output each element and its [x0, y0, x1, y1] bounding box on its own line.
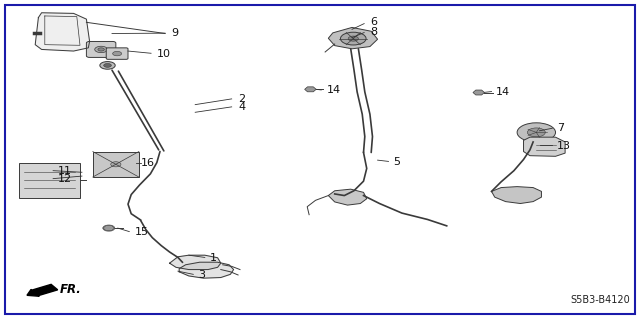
Text: 7: 7 — [557, 123, 564, 133]
Circle shape — [113, 51, 122, 56]
Circle shape — [527, 128, 545, 137]
Text: 6: 6 — [370, 17, 377, 27]
Polygon shape — [35, 13, 90, 51]
FancyArrow shape — [27, 284, 58, 296]
Bar — [19, 163, 80, 198]
Circle shape — [95, 46, 108, 53]
Text: S5B3-B4120: S5B3-B4120 — [571, 295, 630, 305]
Polygon shape — [524, 137, 565, 156]
Polygon shape — [170, 255, 221, 270]
Text: 4: 4 — [238, 102, 245, 112]
Polygon shape — [305, 87, 316, 92]
Text: 11: 11 — [58, 166, 72, 176]
Circle shape — [100, 62, 115, 69]
Circle shape — [517, 123, 556, 142]
Text: 14: 14 — [326, 85, 340, 95]
Bar — [93, 152, 139, 177]
Text: 12: 12 — [58, 174, 72, 184]
Polygon shape — [179, 262, 234, 278]
Text: 3: 3 — [198, 270, 205, 280]
Text: 8: 8 — [370, 27, 377, 37]
Text: 2: 2 — [238, 94, 245, 104]
Text: 14: 14 — [496, 86, 510, 97]
Circle shape — [98, 48, 104, 51]
FancyBboxPatch shape — [106, 48, 128, 59]
Text: 16: 16 — [141, 158, 155, 168]
Circle shape — [348, 36, 358, 41]
Polygon shape — [328, 27, 378, 49]
Text: 9: 9 — [172, 28, 179, 38]
Circle shape — [111, 162, 121, 167]
Text: 15: 15 — [134, 227, 148, 237]
FancyBboxPatch shape — [86, 41, 116, 57]
Polygon shape — [103, 226, 115, 231]
Text: 5: 5 — [394, 157, 401, 167]
Text: FR.: FR. — [60, 283, 81, 296]
Circle shape — [340, 32, 366, 45]
Polygon shape — [492, 187, 541, 204]
Circle shape — [104, 63, 111, 67]
Polygon shape — [328, 189, 367, 205]
Circle shape — [103, 225, 115, 231]
Text: 10: 10 — [157, 49, 171, 59]
Text: 13: 13 — [557, 141, 571, 151]
Text: 1: 1 — [210, 253, 217, 263]
Polygon shape — [473, 90, 484, 95]
